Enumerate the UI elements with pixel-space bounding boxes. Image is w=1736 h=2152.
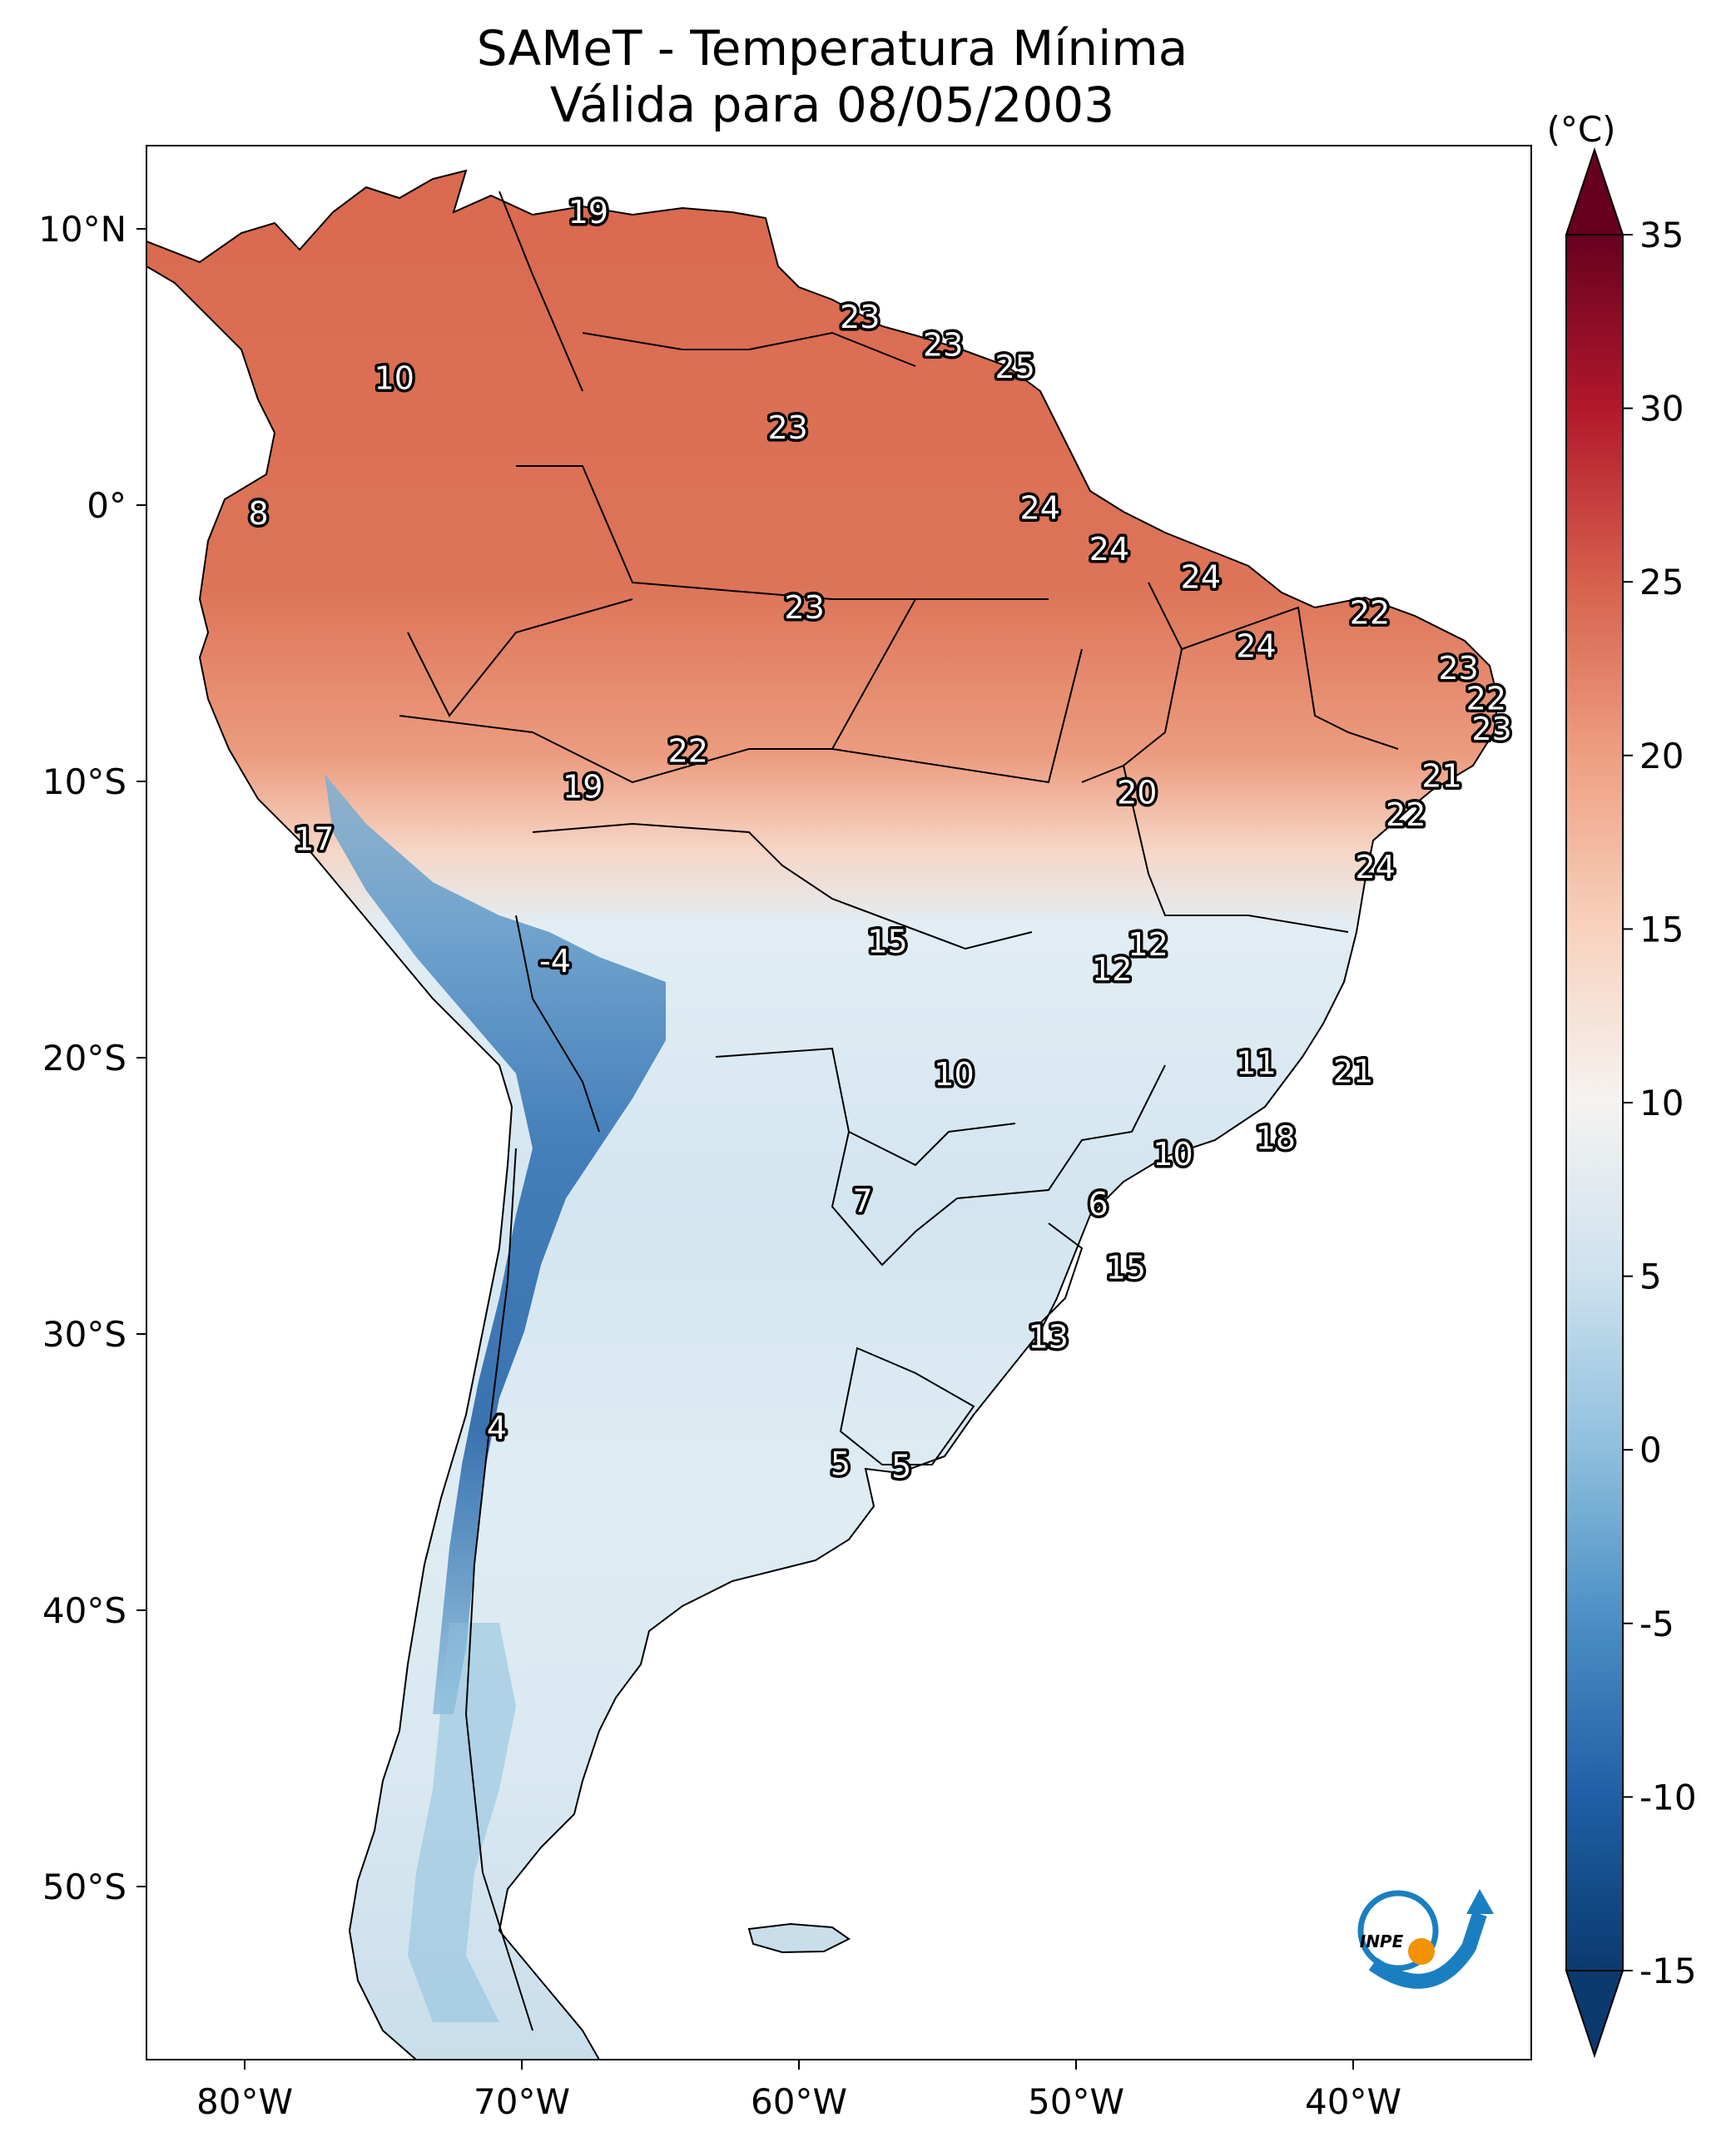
colorbar-tick-label: 10: [1639, 1083, 1684, 1123]
map-subtitle: Válida para 08/05/2003: [550, 77, 1114, 133]
political-borders: [399, 191, 1399, 2031]
logo-text: INPE: [1360, 1931, 1404, 1951]
station-temperature-label: 24: [1020, 489, 1060, 526]
inpe-logo: INPE: [1357, 1889, 1494, 1989]
colorbar-ticks: 35 30 25 20 15 10 5 0 -5 -10 -15: [1623, 215, 1697, 1991]
station-temperature-label: 19: [563, 769, 603, 806]
colorbar: (°C) 35 30 25 20 15 10 5 0 -5 -10 -15: [1546, 109, 1697, 2059]
station-temperature-label: 12: [1092, 951, 1132, 988]
station-temperature-label: 5: [891, 1448, 911, 1485]
colorbar-tick-label: -5: [1639, 1604, 1674, 1644]
station-temperature-label: -4: [539, 943, 571, 979]
colorbar-tick-label: -15: [1639, 1951, 1697, 1991]
lat-tick-label: 0°: [87, 485, 126, 526]
station-temperature-label: 23: [784, 589, 824, 626]
station-temperature-label: 10: [934, 1056, 974, 1093]
station-temperature-label: 24: [1355, 849, 1395, 885]
station-temperature-label: 24: [1181, 558, 1221, 595]
patagonia-cool-band: [408, 1623, 516, 2022]
station-temperature-label: 4: [487, 1410, 507, 1446]
station-temperature-label: 8: [249, 495, 269, 532]
colorbar-extend-bottom: [1565, 1970, 1624, 2059]
colorbar-tick-label: 15: [1639, 909, 1684, 950]
lat-tick-label: 40°S: [42, 1590, 126, 1631]
station-temperature-label: 23: [1471, 711, 1511, 747]
station-temperature-label: 19: [568, 194, 608, 231]
latitude-ticks: 10°N 0° 10°S 20°S 30°S 40°S 50°S: [38, 209, 146, 1907]
station-temperature-label: 24: [1089, 531, 1129, 568]
lon-tick-label: 50°W: [1028, 2081, 1124, 2122]
station-temperature-label: 22: [1350, 594, 1390, 631]
lon-tick-label: 40°W: [1305, 2081, 1401, 2122]
station-temperature-label: 10: [374, 359, 414, 396]
station-temperature-label: 18: [1256, 1119, 1296, 1156]
station-temperature-label: 23: [768, 409, 808, 446]
longitude-ticks: 80°W 70°W 60°W 50°W 40°W: [196, 2060, 1401, 2122]
map-title: SAMeT - Temperatura Mínima: [477, 20, 1188, 77]
colorbar-tick-label: 0: [1639, 1430, 1662, 1470]
lat-tick-label: 10°S: [42, 761, 126, 802]
station-temperature-label: 12: [1128, 926, 1168, 963]
lon-tick-label: 60°W: [751, 2081, 847, 2122]
station-temperature-label: 17: [294, 821, 334, 858]
station-temperature-label: 7: [852, 1183, 872, 1220]
logo-orange-dot: [1408, 1938, 1435, 1965]
station-temperature-label: 25: [995, 349, 1035, 385]
andes-cold-band: [325, 774, 666, 1714]
station-temperature-label: 21: [1333, 1054, 1373, 1090]
station-temperature-label: 22: [1466, 680, 1506, 717]
station-temperature-label: 11: [1236, 1045, 1276, 1082]
colorbar-tick-label: 20: [1639, 736, 1684, 776]
station-temperature-label: 13: [1029, 1318, 1069, 1355]
colorbar-extend-top: [1565, 146, 1624, 236]
lon-tick-label: 70°W: [474, 2081, 570, 2122]
station-temperature-label: 21: [1421, 757, 1461, 794]
lat-tick-label: 30°S: [42, 1314, 126, 1355]
lon-tick-label: 80°W: [196, 2081, 293, 2122]
colorbar-tick-label: -10: [1639, 1777, 1697, 1817]
station-temperature-label: 24: [1236, 627, 1276, 664]
colorbar-unit-label: (°C): [1546, 109, 1615, 150]
station-temperature-label: 6: [1089, 1186, 1109, 1222]
colorbar-tick-label: 5: [1639, 1257, 1662, 1297]
station-temperature-label: 23: [1438, 650, 1478, 687]
station-temperature-label: 15: [867, 924, 907, 960]
station-temperature-label: 23: [840, 299, 880, 335]
station-temperature-label: 22: [668, 732, 708, 769]
colorbar-body: [1565, 234, 1624, 1971]
station-temperature-label: 23: [923, 326, 963, 363]
station-temperature-label: 5: [831, 1445, 851, 1482]
colorbar-tick-label: 25: [1639, 562, 1684, 602]
colorbar-tick-label: 35: [1639, 215, 1684, 255]
colorbar-tick-label: 30: [1639, 389, 1684, 429]
south-america-landmass: [146, 169, 1500, 2060]
station-temperature-label: 10: [1153, 1136, 1193, 1173]
station-temperature-label: 15: [1106, 1249, 1146, 1286]
station-temperature-label: 20: [1117, 774, 1157, 811]
lat-tick-label: 50°S: [42, 1867, 126, 1907]
lat-tick-label: 20°S: [42, 1038, 126, 1078]
falkland-islands: [747, 1922, 851, 1954]
lat-tick-label: 10°N: [38, 209, 126, 250]
station-temperature-label: 22: [1386, 796, 1426, 833]
